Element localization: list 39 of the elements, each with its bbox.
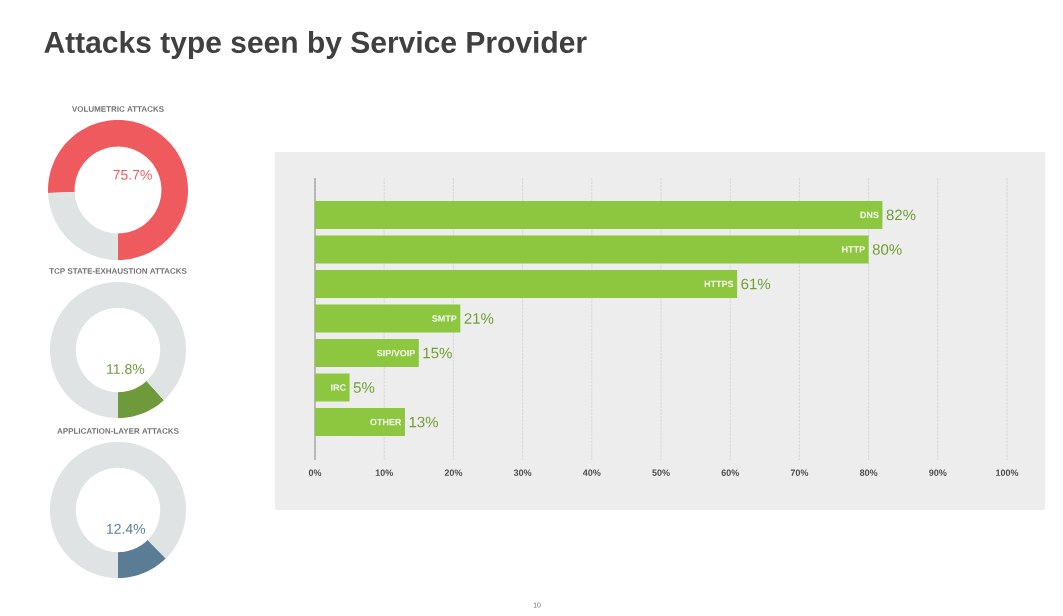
bar <box>315 269 738 298</box>
data-label: 21% <box>464 313 494 324</box>
y-tick-label: SMTP <box>432 315 457 322</box>
y-tick-label: SIP/VOIP <box>377 349 415 357</box>
data-label: 80% <box>872 244 902 255</box>
bar <box>315 373 350 402</box>
x-tick-label: 20% <box>444 469 463 476</box>
bar <box>315 200 883 229</box>
y-tick-label: OTHER <box>370 418 402 426</box>
data-label: 11.8% <box>107 364 145 374</box>
x-tick-label: 80% <box>859 469 878 476</box>
x-tick-label: 10% <box>375 469 393 476</box>
x-tick-label: 0% <box>308 469 322 476</box>
y-tick-label: HTTP <box>842 246 865 253</box>
x-tick-label: 90% <box>929 469 947 476</box>
data-label: 82% <box>886 209 916 221</box>
bar <box>315 339 419 367</box>
data-label: 12.4% <box>106 523 146 534</box>
bar <box>315 304 461 333</box>
chart-title: VOLUMETRIC ATTACKS <box>71 106 164 112</box>
chart-title: TCP STATE-EXHAUSTION ATTACKS <box>49 268 187 274</box>
x-tick-label: 50% <box>652 469 670 476</box>
x-tick-label: 70% <box>790 469 809 476</box>
data-label: 75.7% <box>113 169 152 180</box>
data-label: 5% <box>353 382 375 393</box>
y-tick-label: DNS <box>860 211 879 219</box>
chart-title: APPLICATION-LAYER ATTACKS <box>57 428 179 434</box>
x-tick-label: 100% <box>996 469 1019 476</box>
text: Attacks type seen by Service Provider <box>44 31 587 59</box>
y-tick-label: HTTPS <box>704 280 734 288</box>
bar <box>315 408 405 437</box>
data-label: 15% <box>423 347 452 359</box>
data-label: 13% <box>409 416 438 428</box>
data-label: 61% <box>741 278 771 290</box>
x-tick-label: 40% <box>582 469 601 476</box>
x-tick-label: 30% <box>513 469 532 476</box>
x-tick-label: 60% <box>721 469 739 476</box>
bar <box>315 235 869 264</box>
y-tick-label: IRC <box>331 384 346 391</box>
